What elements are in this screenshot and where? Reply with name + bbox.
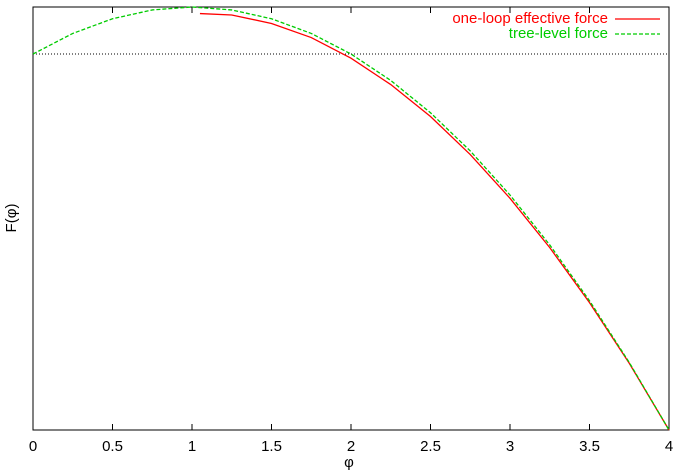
x-tick-label: 4 xyxy=(665,438,673,455)
series-line xyxy=(199,12,670,431)
legend-label: tree-level force xyxy=(509,25,608,42)
x-tick-label: 0 xyxy=(29,438,37,455)
x-tick-label: 1.5 xyxy=(261,438,282,455)
x-tick-label: 0.5 xyxy=(102,438,123,455)
plot-frame xyxy=(32,6,670,431)
y-axis-label: F(φ) xyxy=(3,204,20,233)
x-tick-label: 1 xyxy=(188,438,196,455)
x-tick-label: 3.5 xyxy=(579,438,600,455)
x-tick-label: 3 xyxy=(506,438,514,455)
x-axis-label: φ xyxy=(344,454,354,471)
x-tick-label: 2 xyxy=(347,438,355,455)
legend-label: one-loop effective force xyxy=(452,10,608,27)
x-tick-label: 2.5 xyxy=(420,438,441,455)
series-line xyxy=(32,6,670,431)
